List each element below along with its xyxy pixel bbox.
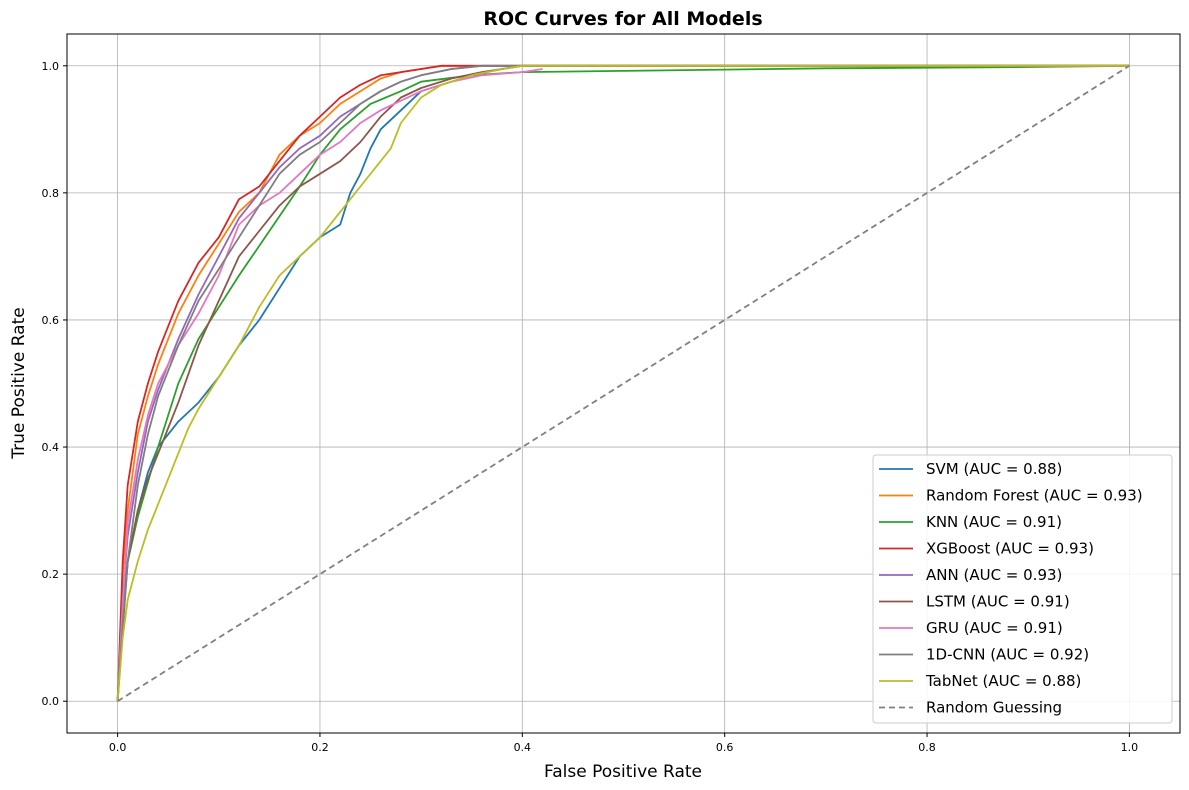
legend-label: GRU (AUC = 0.91) (926, 619, 1063, 637)
x-tick-label: 1.0 (1121, 741, 1139, 754)
x-axis-label: False Positive Rate (544, 762, 702, 782)
legend-label: KNN (AUC = 0.91) (926, 513, 1062, 531)
legend: SVM (AUC = 0.88) Random Forest (AUC = 0.9… (872, 454, 1173, 724)
x-tick-label: 0.6 (716, 741, 734, 754)
legend-label: ANN (AUC = 0.93) (926, 566, 1062, 584)
x-tick-label: 0.8 (918, 741, 936, 754)
series-line-lstm (116, 64, 1130, 702)
x-tick-label: 0.2 (311, 741, 329, 754)
legend-label: 1D-CNN (AUC = 0.92) (926, 646, 1089, 664)
legend-label: XGBoost (AUC = 0.93) (926, 540, 1094, 558)
y-tick-label: 0.2 (42, 568, 60, 581)
x-axis-ticks: 0.0 0.2 0.4 0.6 0.8 1.0 (109, 733, 1138, 754)
grid (67, 34, 1180, 733)
chart-title: ROC Curves for All Models (483, 8, 762, 30)
series-line-knn (116, 64, 1130, 702)
plot-frame (66, 33, 1181, 734)
legend-label: Random Guessing (926, 699, 1062, 717)
series-line-1d-cnn (116, 64, 1130, 702)
y-tick-label: 0.6 (42, 314, 60, 327)
x-tick-label: 0.4 (514, 741, 532, 754)
legend-label: SVM (AUC = 0.88) (926, 460, 1062, 478)
legend-box (872, 454, 1173, 724)
y-axis-ticks: 0.0 0.2 0.4 0.6 0.8 1.0 (42, 60, 67, 708)
series-line-tabnet (116, 64, 1130, 702)
y-axis-label: True Positive Rate (9, 307, 29, 459)
series-line-gru (116, 68, 543, 702)
y-tick-label: 0.4 (42, 441, 60, 454)
x-tick-label: 0.0 (109, 741, 127, 754)
legend-label: Random Forest (AUC = 0.93) (926, 487, 1143, 505)
y-tick-label: 0.0 (42, 695, 60, 708)
series-line-xgboost (116, 64, 1130, 702)
series-line-random-guessing (117, 65, 1130, 702)
legend-label: LSTM (AUC = 0.91) (926, 593, 1070, 611)
y-tick-label: 0.8 (42, 187, 60, 200)
legend-label: TabNet (AUC = 0.88) (925, 672, 1081, 690)
y-tick-label: 1.0 (42, 60, 60, 73)
plot-lines (116, 64, 1130, 702)
